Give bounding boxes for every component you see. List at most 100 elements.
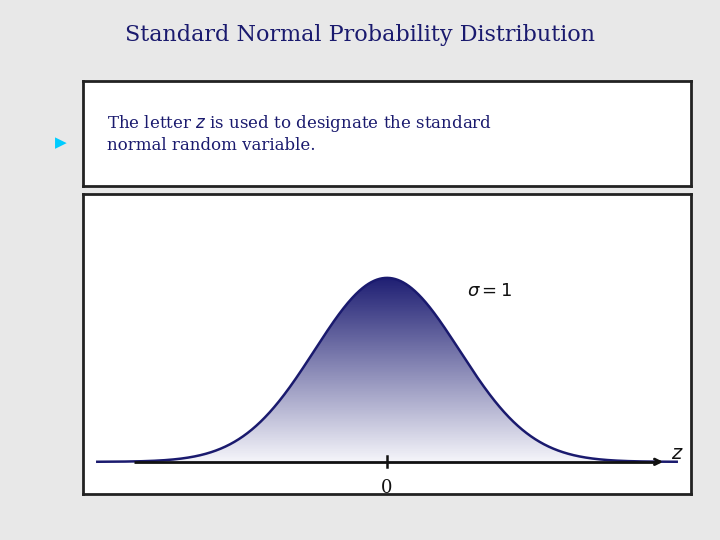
Polygon shape bbox=[322, 338, 452, 339]
Polygon shape bbox=[361, 288, 413, 289]
Polygon shape bbox=[348, 302, 426, 303]
Polygon shape bbox=[323, 337, 451, 338]
Polygon shape bbox=[334, 320, 440, 321]
Polygon shape bbox=[354, 296, 420, 297]
Polygon shape bbox=[205, 453, 569, 454]
Polygon shape bbox=[340, 312, 434, 313]
Polygon shape bbox=[333, 322, 441, 323]
Polygon shape bbox=[354, 295, 420, 296]
Polygon shape bbox=[316, 347, 458, 348]
Polygon shape bbox=[264, 417, 510, 418]
Polygon shape bbox=[260, 422, 514, 423]
Polygon shape bbox=[305, 364, 469, 365]
Polygon shape bbox=[263, 419, 511, 420]
Polygon shape bbox=[284, 394, 490, 395]
Polygon shape bbox=[184, 457, 590, 458]
Text: ▶: ▶ bbox=[55, 136, 67, 151]
Polygon shape bbox=[297, 377, 477, 378]
Polygon shape bbox=[326, 332, 448, 333]
Polygon shape bbox=[300, 373, 474, 374]
Polygon shape bbox=[218, 449, 556, 450]
Polygon shape bbox=[276, 404, 498, 405]
Polygon shape bbox=[198, 455, 576, 456]
Polygon shape bbox=[238, 439, 536, 440]
Polygon shape bbox=[290, 386, 484, 387]
Polygon shape bbox=[314, 351, 460, 352]
Polygon shape bbox=[220, 448, 554, 449]
Polygon shape bbox=[309, 359, 465, 360]
Polygon shape bbox=[302, 369, 472, 370]
Polygon shape bbox=[256, 425, 518, 426]
Polygon shape bbox=[279, 401, 495, 402]
Polygon shape bbox=[347, 303, 427, 304]
Polygon shape bbox=[332, 323, 442, 324]
Polygon shape bbox=[282, 397, 492, 398]
Polygon shape bbox=[243, 435, 531, 436]
Polygon shape bbox=[247, 433, 527, 434]
Polygon shape bbox=[278, 402, 496, 403]
Polygon shape bbox=[248, 432, 526, 433]
Polygon shape bbox=[333, 321, 441, 322]
Polygon shape bbox=[324, 335, 450, 336]
Polygon shape bbox=[287, 390, 487, 391]
Polygon shape bbox=[294, 380, 480, 381]
Polygon shape bbox=[377, 279, 397, 280]
Polygon shape bbox=[323, 336, 451, 337]
Polygon shape bbox=[302, 368, 472, 369]
Polygon shape bbox=[264, 418, 510, 419]
Polygon shape bbox=[372, 281, 402, 282]
Polygon shape bbox=[315, 349, 459, 350]
Polygon shape bbox=[274, 407, 500, 408]
Polygon shape bbox=[276, 405, 498, 406]
Polygon shape bbox=[337, 316, 437, 317]
Polygon shape bbox=[272, 408, 502, 409]
Polygon shape bbox=[236, 440, 538, 441]
Polygon shape bbox=[245, 434, 529, 435]
Polygon shape bbox=[250, 430, 524, 431]
Polygon shape bbox=[341, 310, 433, 311]
Polygon shape bbox=[308, 360, 466, 361]
Polygon shape bbox=[342, 309, 432, 310]
Polygon shape bbox=[356, 293, 418, 294]
Polygon shape bbox=[286, 392, 488, 393]
Polygon shape bbox=[269, 412, 505, 413]
Polygon shape bbox=[301, 370, 473, 371]
Polygon shape bbox=[257, 424, 517, 425]
Text: $z$: $z$ bbox=[671, 444, 683, 463]
Polygon shape bbox=[329, 328, 445, 329]
Polygon shape bbox=[233, 442, 541, 443]
Polygon shape bbox=[320, 340, 454, 341]
Polygon shape bbox=[297, 376, 477, 377]
Polygon shape bbox=[261, 420, 513, 421]
Polygon shape bbox=[338, 315, 436, 316]
Polygon shape bbox=[243, 436, 531, 437]
Polygon shape bbox=[180, 458, 594, 459]
Polygon shape bbox=[235, 441, 539, 442]
Polygon shape bbox=[258, 423, 516, 424]
Polygon shape bbox=[287, 389, 487, 390]
Polygon shape bbox=[343, 308, 431, 309]
Polygon shape bbox=[210, 452, 564, 453]
Polygon shape bbox=[265, 416, 509, 417]
Polygon shape bbox=[381, 278, 393, 279]
Polygon shape bbox=[270, 411, 504, 412]
Polygon shape bbox=[289, 387, 485, 388]
Polygon shape bbox=[307, 361, 467, 362]
Polygon shape bbox=[318, 343, 456, 344]
Polygon shape bbox=[261, 421, 513, 422]
Polygon shape bbox=[203, 454, 571, 455]
Polygon shape bbox=[223, 447, 551, 448]
Polygon shape bbox=[304, 366, 470, 367]
Polygon shape bbox=[251, 429, 523, 430]
Polygon shape bbox=[293, 382, 481, 383]
Polygon shape bbox=[274, 406, 500, 407]
Polygon shape bbox=[212, 451, 562, 452]
Polygon shape bbox=[330, 325, 444, 326]
Polygon shape bbox=[228, 444, 546, 445]
Text: $\sigma=1$: $\sigma=1$ bbox=[467, 282, 512, 300]
Polygon shape bbox=[336, 317, 438, 318]
Polygon shape bbox=[225, 446, 549, 447]
Polygon shape bbox=[239, 438, 535, 439]
Polygon shape bbox=[287, 391, 487, 392]
Polygon shape bbox=[298, 374, 476, 375]
